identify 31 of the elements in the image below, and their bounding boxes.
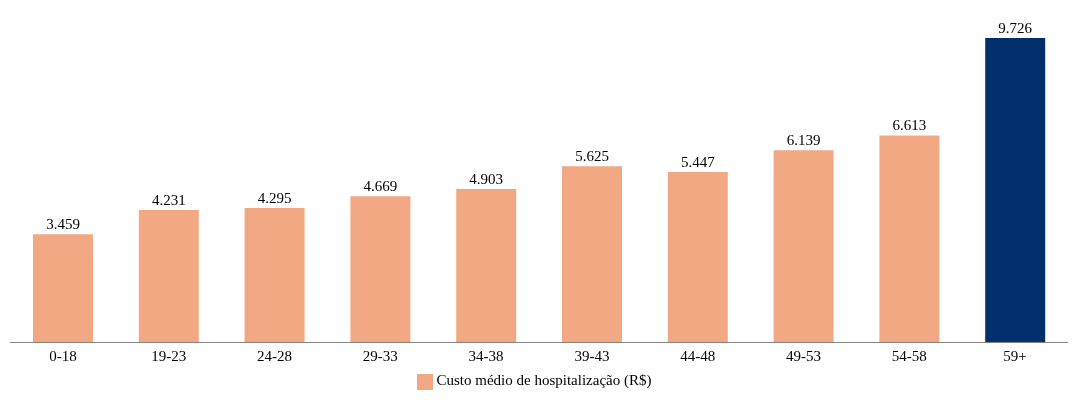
x-tick-label: 34-38 <box>468 348 504 365</box>
bar <box>138 210 199 343</box>
data-label: 5.625 <box>575 148 609 165</box>
x-tick-label: 39-43 <box>574 348 610 365</box>
bar <box>562 166 622 343</box>
x-tick-label: 0-18 <box>49 348 77 365</box>
data-label: 4.231 <box>151 192 186 208</box>
bar <box>350 196 411 343</box>
data-label: 4.669 <box>363 178 398 195</box>
x-tick-label: 59+ <box>1003 348 1027 365</box>
bar <box>667 171 728 343</box>
bar <box>879 135 940 343</box>
x-tick-label: 29-33 <box>362 348 398 365</box>
data-label: 4.295 <box>257 190 292 206</box>
bar <box>33 234 93 343</box>
data-label: 5.447 <box>680 153 716 170</box>
bar <box>773 150 834 343</box>
bar <box>985 38 1046 343</box>
x-tick-label: 24-28 <box>257 348 292 365</box>
data-label: 6.613 <box>892 117 927 134</box>
x-tick-label: 49-53 <box>786 348 821 365</box>
x-tick-label: 19-23 <box>151 348 187 365</box>
data-label: 3.459 <box>46 216 80 233</box>
data-label: 9.726 <box>998 20 1033 36</box>
bar <box>244 208 305 343</box>
legend-label: Custo médio de hospitalização (R$) <box>436 372 652 389</box>
bar <box>456 188 517 343</box>
data-label: 4.903 <box>469 170 504 187</box>
x-tick-label: 44-48 <box>680 348 716 365</box>
x-tick-label: 54-58 <box>891 348 927 365</box>
data-label: 6.139 <box>786 132 821 149</box>
